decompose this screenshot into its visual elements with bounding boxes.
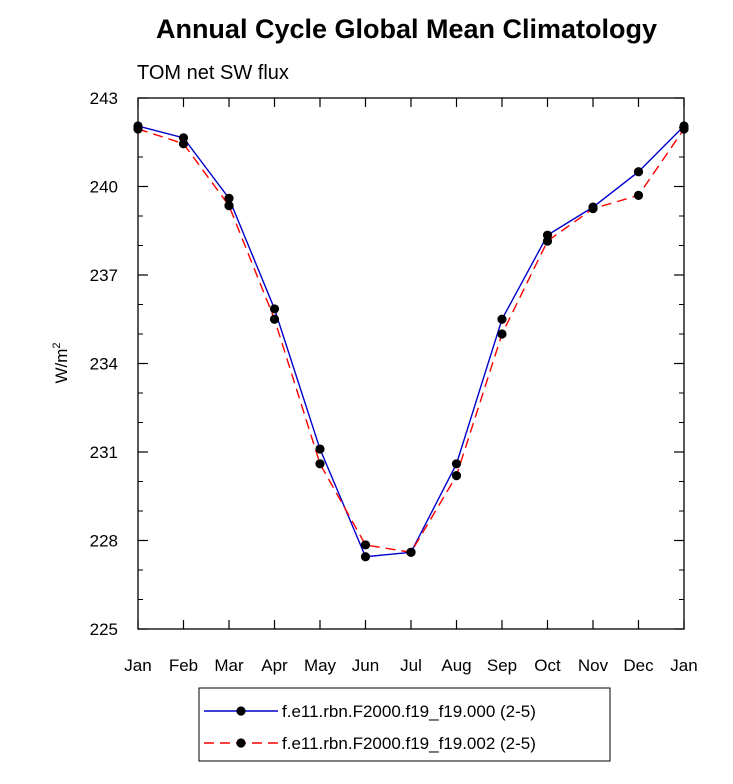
y-tick-label: 240 [90, 178, 118, 197]
series-2-point [133, 124, 143, 134]
series-2-point [269, 314, 280, 324]
y-tick-label: 237 [90, 266, 118, 285]
x-tick-label: Mar [214, 656, 244, 675]
x-tick-label: Jun [352, 656, 379, 675]
series-1-point [497, 314, 507, 324]
y-tick-label: 228 [90, 532, 118, 551]
axis-ticks [137, 97, 685, 630]
y-tick-label: 231 [90, 443, 118, 462]
legend-label-1: f.e11.rbn.F2000.f19_f19.000 (2-5) [282, 702, 536, 721]
y-tick-label: 225 [90, 620, 118, 639]
series-1-point [633, 167, 644, 177]
x-tick-labels: Jan Feb Mar Apr May Jun Jul Aug Sep Oct Nov Dec Jan [124, 656, 697, 675]
x-tick-label: Jul [400, 656, 422, 675]
legend-marker-1 [236, 706, 246, 716]
x-tick-label: Nov [578, 656, 609, 675]
y-tick-label: 234 [90, 355, 118, 374]
y-tick-labels: 225 228 231 234 237 240 243 [90, 89, 118, 639]
series-line-1 [137, 125, 685, 558]
series-1-point [451, 459, 462, 469]
x-tick-label: Feb [169, 656, 198, 675]
series-2-point [542, 236, 553, 246]
legend-box [198, 687, 611, 762]
series-1-point [269, 304, 280, 314]
x-tick-label: Aug [441, 656, 471, 675]
series-1-point [315, 444, 325, 454]
series-2-point [178, 139, 189, 149]
series-2-point [315, 459, 325, 469]
x-tick-label: Jan [670, 656, 697, 675]
series-2-point [497, 329, 507, 339]
x-tick-label: Oct [534, 656, 561, 675]
series-2-point [406, 547, 416, 557]
series-1-point [224, 193, 234, 203]
series-layer [133, 121, 689, 562]
legend-label-2: f.e11.rbn.F2000.f19_f19.002 (2-5) [282, 734, 536, 753]
x-tick-label: May [304, 656, 337, 675]
legend-marker-2 [236, 738, 246, 748]
y-axis-label-superscript: 2 [51, 342, 63, 348]
x-tick-label: Apr [261, 656, 288, 675]
series-line-2 [137, 128, 685, 554]
chart-subtitle: TOM net SW flux [137, 62, 289, 84]
series-1-point [360, 552, 371, 562]
y-axis-label: W/m2 [51, 342, 71, 383]
series-2-point [451, 471, 462, 481]
x-tick-label: Sep [487, 656, 517, 675]
series-2-point [588, 204, 598, 214]
series-2-point [679, 124, 689, 134]
series-2-point [633, 190, 644, 200]
y-tick-label: 243 [90, 89, 118, 108]
y-axis-label-text: W/m [52, 349, 71, 384]
chart-title: Annual Cycle Global Mean Climatology [155, 14, 658, 44]
x-tick-label: Dec [623, 656, 654, 675]
legend: f.e11.rbn.F2000.f19_f19.000 (2-5) f.e11.r… [198, 687, 611, 762]
series-2-point [224, 201, 234, 211]
series-2-point [360, 540, 371, 550]
x-tick-label: Jan [124, 656, 151, 675]
